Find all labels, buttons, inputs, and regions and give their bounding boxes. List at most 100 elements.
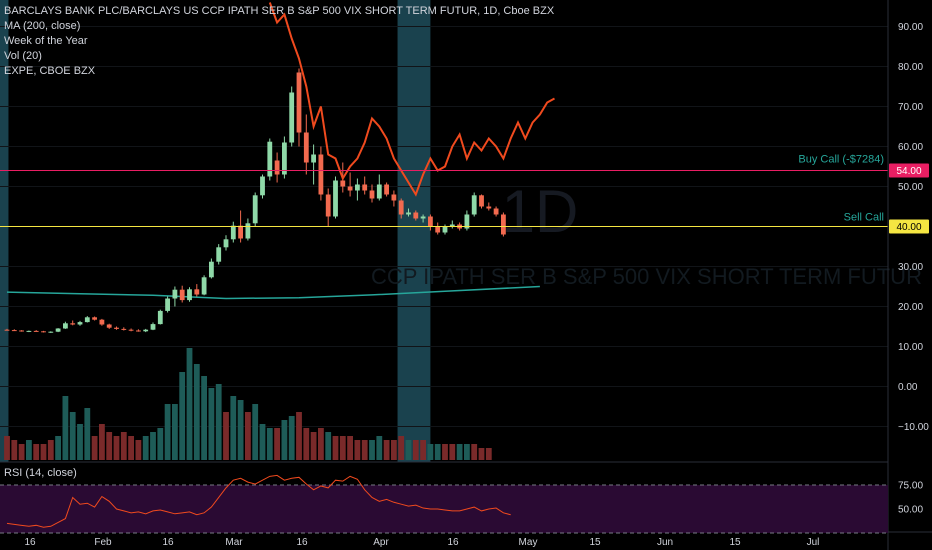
volume-bar: [237, 400, 244, 460]
candle-body: [333, 180, 338, 217]
volume-bar: [427, 444, 434, 460]
candle-body: [136, 330, 141, 332]
candle-body: [230, 225, 236, 240]
candle-body: [157, 310, 163, 325]
rsi-tick-label: 50.00: [898, 505, 923, 516]
time-tick-label: 16: [162, 537, 174, 548]
volume-bar: [215, 384, 222, 460]
price-tick-label: 0.00: [898, 382, 918, 393]
time-tick-label: 16: [24, 537, 36, 548]
candle-body: [471, 195, 477, 215]
sell-price-tag-text: 40.00: [896, 222, 921, 233]
candle-body: [26, 330, 32, 332]
volume-bar: [193, 364, 200, 460]
candle-body: [362, 184, 368, 191]
volume-bars: [4, 348, 492, 460]
time-tick-label: 15: [589, 537, 601, 548]
volume-bar: [150, 432, 156, 460]
candle-body: [406, 212, 411, 215]
rsi-line: [6, 474, 511, 528]
volume-bar: [361, 440, 368, 460]
candle-body: [106, 324, 112, 328]
volume-bar: [164, 404, 171, 460]
candle-body: [70, 323, 76, 325]
candle-body: [289, 92, 295, 143]
volume-bar: [223, 412, 229, 460]
volume-bar: [485, 448, 492, 460]
legend-week-of-year[interactable]: Week of the Year: [4, 35, 88, 47]
rsi-axis[interactable]: 75.00 50.00: [898, 481, 923, 516]
price-tick-label: 30.00: [898, 262, 923, 273]
volume-bar: [471, 444, 478, 460]
candle-body: [267, 141, 273, 177]
candle-body: [172, 289, 178, 299]
volume-bar: [281, 420, 288, 460]
candle-body: [245, 223, 251, 239]
candle-body: [493, 208, 499, 215]
volume-bar: [391, 440, 397, 460]
compare-line-expe: [268, 2, 555, 197]
candle-body: [413, 212, 419, 219]
candle-body: [201, 277, 207, 295]
volume-bar: [449, 444, 456, 460]
price-tick-label: 80.00: [898, 62, 923, 73]
week-highlights: [0, 0, 431, 462]
volume-bar: [172, 404, 178, 460]
time-axis[interactable]: 16 Feb 16 Mar 16 Apr 16 May 15 Jun 15 Jul: [24, 537, 819, 548]
legend-ma[interactable]: MA (200, close): [4, 20, 81, 32]
volume-bar: [18, 444, 25, 460]
volume-bar: [135, 440, 142, 460]
volume-bar: [376, 436, 383, 460]
candle-body: [347, 186, 353, 191]
volume-bar: [208, 388, 215, 460]
candle-body: [355, 184, 360, 191]
candle-body: [384, 184, 389, 195]
candle-body: [114, 327, 119, 329]
volume-bar: [318, 428, 324, 460]
legend-volume[interactable]: Vol (20): [4, 50, 42, 62]
candle-body: [501, 214, 506, 235]
candle-body: [150, 324, 156, 330]
volume-bar: [113, 436, 120, 460]
candle-body: [48, 331, 54, 333]
week-highlight: [0, 0, 9, 462]
time-tick-label: Feb: [94, 537, 112, 548]
candle-body: [260, 176, 265, 196]
rsi-legend[interactable]: RSI (14, close): [4, 467, 77, 479]
candle-body: [369, 190, 375, 199]
legend-compare[interactable]: EXPE, CBOE BZX: [4, 65, 96, 77]
candle-body: [209, 261, 214, 278]
ma-line: [6, 285, 540, 300]
volume-bar: [405, 440, 412, 460]
time-tick-label: 16: [296, 537, 308, 548]
candle-body: [398, 200, 404, 215]
volume-bar: [383, 440, 390, 460]
price-axis[interactable]: 90.00 80.00 70.00 60.00 50.00 40.00 30.00 20.00…: [898, 22, 929, 433]
candle-body: [340, 180, 346, 187]
candle-body: [479, 195, 484, 207]
candle-body: [194, 289, 200, 295]
volume-bar: [354, 440, 361, 460]
time-tick-label: Mar: [225, 537, 243, 548]
volume-bar: [339, 436, 346, 460]
candle-body: [428, 216, 433, 227]
volume-bar: [26, 440, 32, 460]
candle-body: [216, 247, 222, 262]
volume-bar: [456, 444, 463, 460]
volume-bar: [84, 408, 91, 460]
price-tick-label: 90.00: [898, 22, 923, 33]
legend-symbol-title[interactable]: BARCLAYS BANK PLC/BARCLAYS US CCP IPATH …: [4, 5, 555, 17]
volume-bar: [310, 432, 317, 460]
price-tick-label: 10.00: [898, 342, 923, 353]
time-tick-label: May: [519, 537, 538, 548]
watermark-symbol: CCP IPATH SER B S&P 500 VIX SHORT TERM F…: [371, 264, 922, 289]
price-tick-label: −10.00: [898, 422, 929, 433]
volume-bar: [11, 440, 18, 460]
volume-bar: [47, 440, 54, 460]
candle-body: [187, 289, 192, 301]
candle-body: [77, 322, 83, 325]
rsi-band: [0, 485, 888, 533]
candle-body: [55, 328, 61, 332]
candle-body: [303, 132, 309, 163]
